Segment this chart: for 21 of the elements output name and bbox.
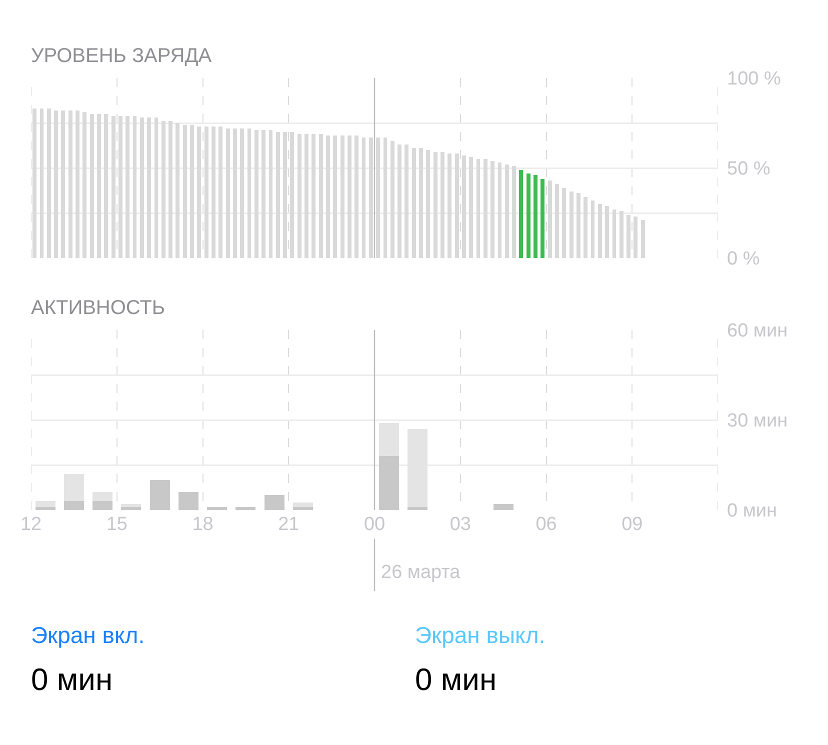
- x-tick-label: 18: [192, 514, 214, 535]
- x-tick-label: 12: [20, 514, 42, 535]
- y-tick-label: 60 мин: [727, 320, 788, 342]
- x-tick-label: 15: [106, 514, 128, 535]
- y-tick-label: 30 мин: [727, 410, 788, 432]
- y-tick-label: 0 мин: [727, 500, 778, 522]
- x-tick-label: 06: [536, 514, 557, 535]
- text: Экран вкл.: [31, 622, 145, 649]
- text: 0 мин: [415, 662, 497, 698]
- ref-line-label: 26 марта: [381, 562, 461, 583]
- chart-title: АКТИВНОСТЬ: [31, 297, 166, 319]
- x-tick-label: 21: [278, 514, 300, 535]
- y-tick-label: 50 %: [727, 158, 770, 180]
- y-tick-label: 100 %: [727, 68, 781, 90]
- chart-title: УРОВЕНЬ ЗАРЯДА: [31, 45, 212, 67]
- x-tick-label: 03: [450, 514, 471, 535]
- x-tick-label: 09: [622, 514, 643, 535]
- text: Экран выкл.: [415, 622, 546, 649]
- x-tick-label: 00: [364, 514, 386, 535]
- y-tick-label: 0 %: [727, 248, 760, 270]
- text: 0 мин: [31, 662, 113, 698]
